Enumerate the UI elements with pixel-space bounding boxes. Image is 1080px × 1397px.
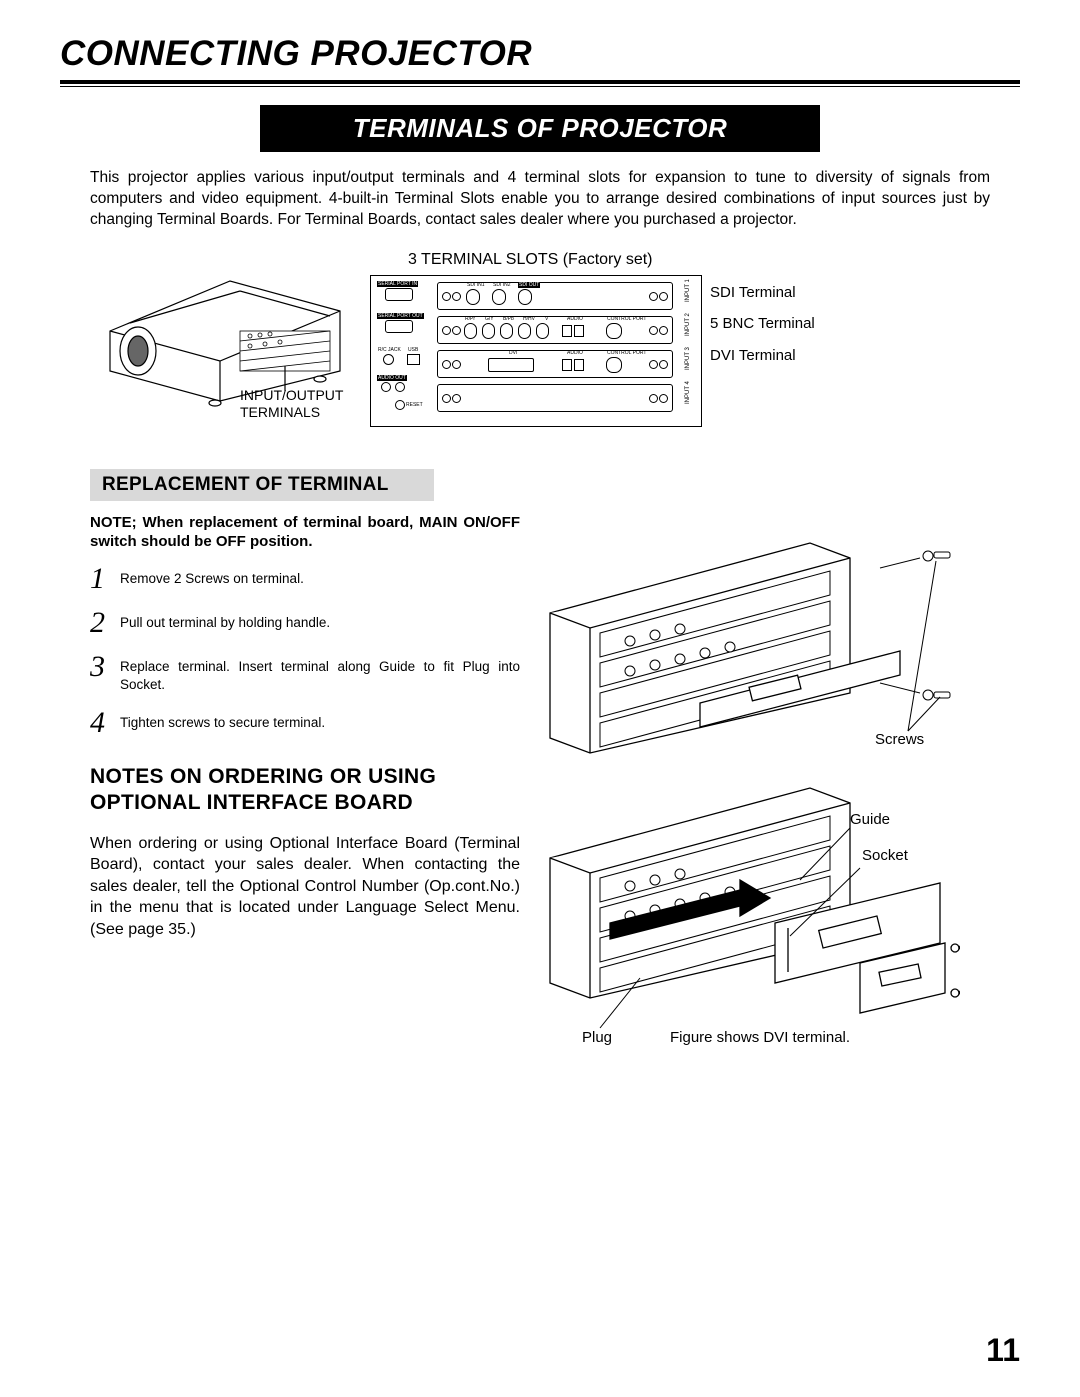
jack-icon xyxy=(381,382,391,392)
audio-jack-icon xyxy=(574,359,584,371)
dvi-terminal-label: DVI Terminal xyxy=(710,340,815,372)
input-3-label: INPUT 3 xyxy=(685,358,691,370)
slot-dvi: DVI AUDIO CONTROL PORT INPUT 3 xyxy=(437,350,673,378)
io-label-line1: INPUT/OUTPUT xyxy=(240,387,343,403)
reset-label: RESET xyxy=(405,402,424,408)
terminal-labels: SDI Terminal 5 BNC Terminal DVI Terminal xyxy=(710,277,815,372)
input-1-label: INPUT 1 xyxy=(685,290,691,302)
io-terminals-label: INPUT/OUTPUT TERMINALS xyxy=(240,387,343,421)
figures-row: INPUT/OUTPUT TERMINALS 3 TERMINAL SLOTS … xyxy=(90,251,990,441)
jack-icon xyxy=(395,382,405,392)
page-number: 11 xyxy=(986,1332,1020,1369)
step-text: Pull out terminal by holding handle. xyxy=(120,608,330,632)
left-column: NOTE; When replacement of terminal board… xyxy=(90,513,520,1043)
audio-label: AUDIO xyxy=(566,316,584,322)
step-number: 4 xyxy=(90,708,120,738)
socket-label: Socket xyxy=(862,847,908,864)
terminal-panel-figure: 3 TERMINAL SLOTS (Factory set) SERIAL PO… xyxy=(370,251,990,427)
bnc-icon xyxy=(466,289,480,305)
page-title: CONNECTING PROJECTOR xyxy=(60,34,1020,74)
rc-usb-ports: R/C JACK USB xyxy=(377,348,431,364)
io-label-line2: TERMINALS xyxy=(240,404,320,420)
dvi-connector-icon xyxy=(488,358,534,372)
sdi-out-label: SDI OUT xyxy=(518,282,540,288)
gy-label: G/Y xyxy=(484,316,495,322)
guide-label: Guide xyxy=(850,811,890,828)
dsub-icon xyxy=(385,288,413,301)
hhv-label: H/HV xyxy=(522,316,536,322)
replacement-note: NOTE; When replacement of terminal board… xyxy=(90,513,520,552)
bnc-icon xyxy=(518,289,532,305)
two-column-region: NOTE; When replacement of terminal board… xyxy=(90,513,990,1043)
serial-port-out: SERIAL PORT OUT xyxy=(377,314,431,330)
figure-caption: Figure shows DVI terminal. xyxy=(670,1029,850,1046)
audio-out-port: AUDIO OUT xyxy=(377,376,431,392)
control-label: CONTROL PORT xyxy=(606,316,647,322)
screws-label: Screws xyxy=(875,731,924,748)
step-text: Replace terminal. Insert terminal along … xyxy=(120,652,520,694)
control-port-icon xyxy=(606,323,622,339)
jack-icon xyxy=(383,354,394,365)
bnc-icon xyxy=(536,323,549,339)
bnc-icon xyxy=(500,323,513,339)
right-column: Screws Guide Socket Plug Figure shows DV… xyxy=(540,513,990,1043)
v-label: V xyxy=(544,316,549,322)
audio-jack-icon xyxy=(574,325,584,337)
input-4-label: INPUT 4 xyxy=(685,392,691,404)
bpb-label: B/Pb xyxy=(502,316,515,322)
replacement-heading: REPLACEMENT OF TERMINAL xyxy=(90,469,434,501)
bnc-terminal-label: 5 BNC Terminal xyxy=(710,308,815,340)
rpr-label: R/Pr xyxy=(464,316,476,322)
rule-thick xyxy=(60,80,1020,84)
step-text: Tighten screws to secure terminal. xyxy=(120,708,325,732)
serial-port-in: SERIAL PORT IN xyxy=(377,282,431,298)
dsub-icon xyxy=(385,320,413,333)
step-3: 3 Replace terminal. Insert terminal alon… xyxy=(90,652,520,694)
serial-in-label: SERIAL PORT IN xyxy=(377,281,418,287)
dvi-label: DVI xyxy=(508,350,518,356)
audio-jack-icon xyxy=(562,325,572,337)
projector-figure: INPUT/OUTPUT TERMINALS xyxy=(90,251,370,441)
diagram-icon xyxy=(540,513,960,1043)
step-number: 1 xyxy=(90,564,120,594)
usb-label: USB xyxy=(407,347,419,353)
audio-label: AUDIO xyxy=(566,350,584,356)
step-number: 2 xyxy=(90,608,120,638)
step-number: 3 xyxy=(90,652,120,682)
bnc-icon xyxy=(482,323,495,339)
control-port-icon xyxy=(606,357,622,373)
notes-body: When ordering or using Optional Interfac… xyxy=(90,833,520,941)
notes-heading: NOTES ON ORDERING OR USING OPTIONAL INTE… xyxy=(90,764,520,817)
step-4: 4 Tighten screws to secure terminal. xyxy=(90,708,520,738)
reset-icon xyxy=(395,400,405,410)
step-1: 1 Remove 2 Screws on terminal. xyxy=(90,564,520,594)
slot-empty: INPUT 4 xyxy=(437,384,673,412)
rule-thin xyxy=(60,86,1020,87)
bnc-icon xyxy=(464,323,477,339)
slot-sdi: SDI IN1 SDI IN2 SDI OUT INPUT 1 xyxy=(437,282,673,310)
plug-label: Plug xyxy=(582,1029,612,1046)
sdi-in1-label: SDI IN1 xyxy=(466,282,486,288)
bnc-icon xyxy=(518,323,531,339)
replacement-diagram: Screws Guide Socket Plug Figure shows DV… xyxy=(540,513,960,1043)
usb-icon xyxy=(407,354,420,365)
page: CONNECTING PROJECTOR TERMINALS OF PROJEC… xyxy=(0,0,1080,1397)
sdi-in2-label: SDI IN2 xyxy=(492,282,512,288)
intro-paragraph: This projector applies various input/out… xyxy=(90,168,990,231)
control-label: CONTROL PORT xyxy=(606,350,647,356)
sdi-terminal-label: SDI Terminal xyxy=(710,277,815,309)
serial-out-label: SERIAL PORT OUT xyxy=(377,313,424,319)
step-2: 2 Pull out terminal by holding handle. xyxy=(90,608,520,638)
bnc-icon xyxy=(492,289,506,305)
audio-jack-icon xyxy=(562,359,572,371)
slots-caption: 3 TERMINAL SLOTS (Factory set) xyxy=(408,251,990,269)
step-text: Remove 2 Screws on terminal. xyxy=(120,564,304,588)
audio-out-label: AUDIO OUT xyxy=(377,375,407,381)
slot-5bnc: R/Pr G/Y B/Pb H/HV V AUDIO CONTROL PORT … xyxy=(437,316,673,344)
section-bar: TERMINALS OF PROJECTOR xyxy=(260,105,820,152)
rc-jack-label: R/C JACK xyxy=(377,347,402,353)
panel-box: SERIAL PORT IN SERIAL PORT OUT R/C JACK … xyxy=(370,275,702,427)
input-2-label: INPUT 2 xyxy=(685,324,691,336)
